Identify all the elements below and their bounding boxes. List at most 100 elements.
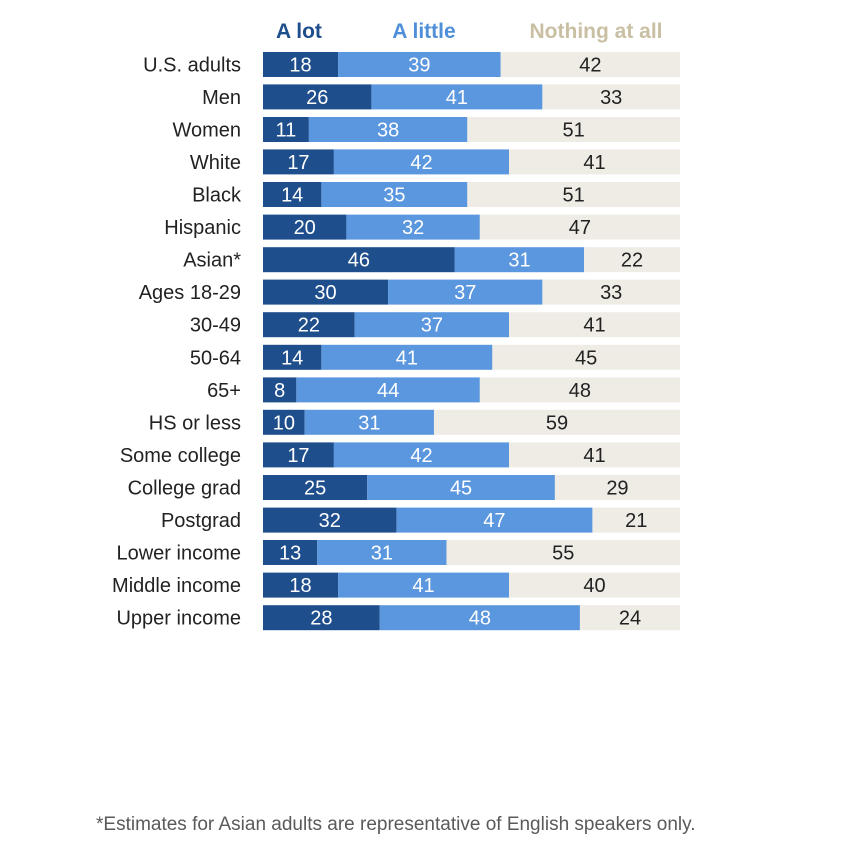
bar-segment-white-a-little [333,149,510,175]
bar-segment-college-grad-a-little [367,475,555,500]
data-label-asian-a-little: 31 [508,250,530,272]
bar-segment-lower-income-a-little [317,540,447,565]
data-label-men-a-lot: 26 [306,87,328,109]
data-label-hispanic-a-lot: 20 [294,217,316,239]
bar-segment-college-grad-a-lot [263,475,368,500]
data-label-ages-18-29-a-little: 37 [454,282,476,304]
data-label-black-a-lot: 14 [281,185,303,207]
category-label-college-grad: College grad [128,478,241,500]
bar-segment-65-nothing-at-all [479,377,680,403]
bar-segment-some-college-nothing-at-all [509,442,680,468]
bar-segment-30-49-a-little [354,312,510,338]
data-label-postgrad-a-lot: 32 [319,510,341,532]
bar-segment-u-s-adults-a-lot [263,52,339,77]
data-label-hispanic-a-little: 32 [402,217,424,239]
bar-segment-women-nothing-at-all [467,117,680,142]
data-label-women-nothing-at-all: 51 [563,120,585,142]
data-label-65-nothing-at-all: 48 [569,380,591,402]
data-label-middle-income-a-little: 41 [412,575,434,597]
data-label-50-64-nothing-at-all: 45 [575,347,597,369]
bar-segment-65-a-lot [263,377,297,403]
bar-segment-asian-a-little [454,247,585,273]
bar-segment-black-a-lot [263,182,322,207]
bar-segment-upper-income-a-little [379,605,580,631]
data-label-50-64-a-lot: 14 [281,347,303,369]
bar-segment-hs-or-less-a-little [304,409,434,435]
category-label-30-49: 30-49 [190,315,241,337]
bar-segment-50-64-a-lot [263,344,322,370]
category-label-hs-or-less: HS or less [149,412,241,434]
bar-segment-upper-income-a-lot [263,605,380,631]
data-label-asian-nothing-at-all: 22 [621,250,643,272]
data-label-upper-income-a-lot: 28 [310,608,332,630]
bar-segment-middle-income-a-little [338,572,510,598]
category-label-65: 65+ [207,380,241,402]
data-label-u-s-adults-nothing-at-all: 42 [579,55,601,77]
data-label-college-grad-a-lot: 25 [304,478,326,500]
bar-segment-50-64-a-little [321,344,493,370]
data-label-some-college-nothing-at-all: 41 [583,445,605,467]
data-label-black-nothing-at-all: 51 [563,185,585,207]
bar-segment-men-a-lot [263,84,372,110]
category-label-ages-18-29: Ages 18-29 [139,282,241,304]
bar-segment-middle-income-nothing-at-all [509,572,680,598]
category-label-men: Men [202,87,241,109]
category-label-upper-income: Upper income [116,608,241,630]
data-label-65-a-little: 44 [377,380,399,402]
footnote: *Estimates for Asian adults are represen… [96,814,696,835]
bar-segment-30-49-a-lot [263,312,355,338]
data-label-white-a-lot: 17 [287,152,309,174]
category-label-50-64: 50-64 [190,347,241,369]
data-label-u-s-adults-a-lot: 18 [289,55,311,77]
data-label-postgrad-a-little: 47 [483,510,505,532]
bar-segment-u-s-adults-nothing-at-all [500,52,680,77]
legend-label-a-lot: A lot [276,20,322,43]
data-label-men-nothing-at-all: 33 [600,87,622,109]
data-label-30-49-a-little: 37 [421,315,443,337]
bar-segment-some-college-a-little [333,442,510,468]
data-label-some-college-a-little: 42 [410,445,432,467]
data-label-white-nothing-at-all: 41 [583,152,605,174]
data-label-upper-income-a-little: 48 [469,608,491,630]
category-label-u-s-adults: U.S. adults [143,55,241,77]
bar-segment-some-college-a-lot [263,442,334,468]
category-label-some-college: Some college [120,445,241,467]
bar-segment-white-nothing-at-all [509,149,680,175]
category-label-black: Black [192,185,242,207]
data-label-hispanic-nothing-at-all: 47 [569,217,591,239]
bar-segment-men-nothing-at-all [542,84,680,110]
data-label-65-a-lot: 8 [274,380,285,402]
category-label-white: White [190,152,241,174]
category-label-hispanic: Hispanic [164,217,241,239]
bar-segment-women-a-lot [263,117,309,142]
data-label-u-s-adults-a-little: 39 [408,55,430,77]
category-label-women: Women [172,120,241,142]
bar-segment-men-a-little [371,84,543,110]
data-label-white-a-little: 42 [410,152,432,174]
data-label-college-grad-nothing-at-all: 29 [606,478,628,500]
data-label-hs-or-less-a-little: 31 [358,412,380,434]
bar-segment-black-nothing-at-all [467,182,680,207]
data-label-lower-income-nothing-at-all: 55 [552,543,574,565]
bar-segment-hs-or-less-nothing-at-all [433,409,680,435]
data-label-some-college-a-lot: 17 [287,445,309,467]
bar-segment-lower-income-nothing-at-all [446,540,680,565]
data-label-lower-income-a-lot: 13 [279,543,301,565]
data-label-50-64-a-little: 41 [396,347,418,369]
bar-segment-women-a-little [308,117,468,142]
bar-segment-30-49-nothing-at-all [509,312,680,338]
bar-segment-hs-or-less-a-lot [263,409,305,435]
bar-segment-50-64-nothing-at-all [492,344,680,370]
bar-segment-ages-18-29-nothing-at-all [542,279,680,305]
bar-segment-black-a-little [321,182,468,207]
data-label-women-a-lot: 11 [276,120,297,142]
legend-label-nothing-at-all: Nothing at all [530,20,663,43]
bar-segment-postgrad-nothing-at-all [592,507,680,533]
data-label-ages-18-29-nothing-at-all: 33 [600,282,622,304]
bar-segment-ages-18-29-a-little [388,279,543,305]
data-label-black-a-little: 35 [383,185,405,207]
bar-segment-u-s-adults-a-little [338,52,501,77]
data-label-30-49-nothing-at-all: 41 [583,315,605,337]
bar-segment-hispanic-nothing-at-all [479,214,680,240]
bar-segment-asian-a-lot [263,247,455,273]
